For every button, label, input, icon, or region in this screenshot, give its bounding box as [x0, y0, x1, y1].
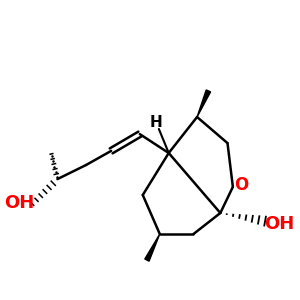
Text: O: O: [234, 176, 248, 194]
Polygon shape: [145, 234, 160, 261]
Text: H: H: [149, 115, 162, 130]
Polygon shape: [197, 90, 211, 117]
Text: OH: OH: [264, 215, 294, 233]
Text: OH: OH: [4, 194, 34, 211]
